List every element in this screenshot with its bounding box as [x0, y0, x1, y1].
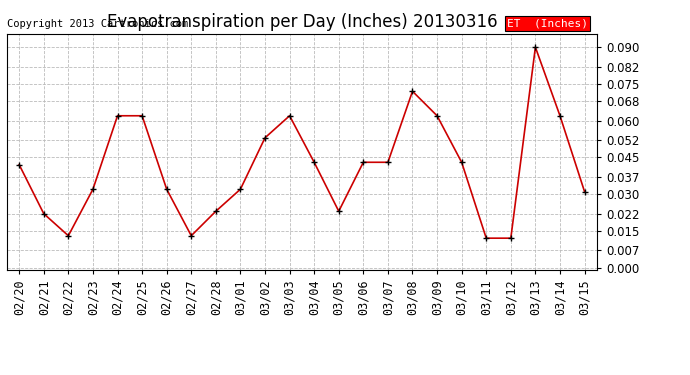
Title: Evapotranspiration per Day (Inches) 20130316: Evapotranspiration per Day (Inches) 2013…: [106, 13, 497, 31]
Text: ET  (Inches): ET (Inches): [507, 18, 588, 28]
Text: Copyright 2013 Cartronics.com: Copyright 2013 Cartronics.com: [7, 19, 188, 29]
